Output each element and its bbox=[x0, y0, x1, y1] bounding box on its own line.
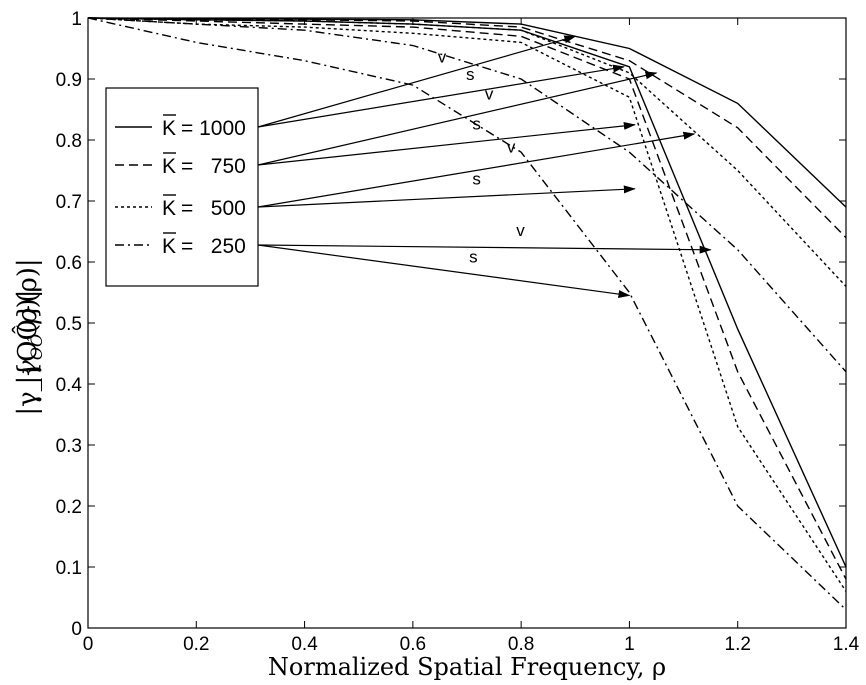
annotation-arrow-1 bbox=[257, 64, 626, 128]
series-line-4 bbox=[87, 17, 847, 592]
y-tick-label-4: 0.4 bbox=[56, 375, 83, 396]
y-tick-label-2: 0.2 bbox=[56, 497, 82, 518]
y-tick-label-9: 0.9 bbox=[56, 70, 82, 91]
series-line-5 bbox=[87, 17, 847, 287]
annotation-arrow-3 bbox=[257, 121, 636, 166]
x-tick-label-6: 1.2 bbox=[725, 634, 751, 655]
y-tick-label-10: 1 bbox=[71, 9, 82, 30]
x-tick-label-5: 1 bbox=[624, 634, 635, 655]
x-tick-label-0: 0 bbox=[83, 634, 94, 655]
legend-symbol-2: K bbox=[162, 197, 176, 220]
x-tick-label-2: 0.4 bbox=[291, 634, 318, 655]
annotation-arrow-2 bbox=[257, 71, 658, 166]
annotation-label-1: s bbox=[466, 65, 475, 84]
annotation-label-4: v bbox=[507, 138, 516, 157]
x-tick-label-7: 1.4 bbox=[833, 634, 860, 655]
axes: 0 0.2 0.4 0.6 0.8 1 1.2 1.4 0 0.1 0.2 0.3 0.4 0.5 0.6 0… bbox=[56, 9, 860, 655]
annotation-label-5: s bbox=[472, 169, 481, 188]
y-tick-label-5: 0.5 bbox=[56, 314, 82, 335]
annotation-label-0: v bbox=[438, 47, 447, 66]
x-tick-label-4: 0.8 bbox=[508, 634, 534, 655]
y-tick-label-6: 0.6 bbox=[56, 253, 82, 274]
annotation-label-7: s bbox=[469, 247, 478, 266]
y-tick-label-3: 0.3 bbox=[56, 436, 82, 457]
y-tick-label-8: 0.8 bbox=[56, 131, 82, 152]
legend-label-0: = 1000 bbox=[181, 117, 246, 140]
series-line-2 bbox=[87, 17, 847, 580]
annotation-label-6: v bbox=[516, 221, 525, 240]
annotation-arrow-6 bbox=[257, 244, 712, 254]
legend-symbol-1: K bbox=[162, 155, 176, 178]
legend-symbol-3: K bbox=[162, 235, 176, 258]
series-line-7 bbox=[87, 17, 847, 373]
annotation-arrow-0 bbox=[257, 35, 577, 128]
annotation-arrow-5 bbox=[257, 185, 636, 208]
plot-area bbox=[87, 17, 847, 611]
y-tick-label-7: 0.7 bbox=[56, 192, 82, 213]
legend-label-2: = 500 bbox=[181, 197, 246, 220]
legend-label-1: = 750 bbox=[181, 155, 246, 178]
x-tick-label-3: 0.6 bbox=[400, 634, 426, 655]
annotation-label-2: v bbox=[485, 85, 494, 104]
legend-symbol-0: K bbox=[162, 117, 176, 140]
y-axis-label-render: |γOÔ(ρ)| bbox=[13, 290, 46, 385]
y-tick-label-1: 0.1 bbox=[56, 558, 82, 579]
annotation-arrow-4 bbox=[257, 131, 696, 208]
annotation-label-3: s bbox=[472, 115, 481, 134]
x-tick-label-1: 0.2 bbox=[183, 634, 209, 655]
y-axis-label: |γ_{OÔ}(ρ)| |γOÔ(ρ)| bbox=[11, 258, 46, 415]
x-axis-label: Normalized Spatial Frequency, ρ bbox=[268, 653, 666, 681]
y-axis-label-text: |γ_{OÔ}(ρ)| bbox=[11, 258, 43, 415]
y-tick-label-0: 0 bbox=[71, 619, 82, 640]
legend-box bbox=[105, 87, 259, 287]
legend-label-3: = 250 bbox=[181, 235, 246, 258]
annotation-arrow-7 bbox=[257, 244, 631, 299]
